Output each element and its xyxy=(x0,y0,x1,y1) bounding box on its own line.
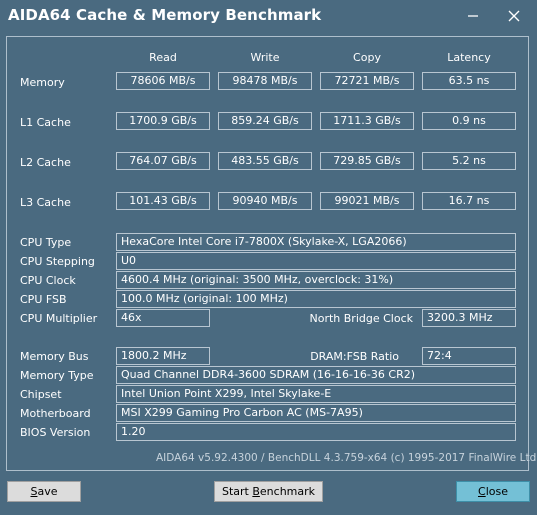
close-icon[interactable] xyxy=(505,7,523,25)
row-label-l2-cache: L2 Cache xyxy=(20,156,71,169)
close-label: lose xyxy=(485,485,508,498)
column-header-write: Write xyxy=(250,51,280,64)
l2-copy-value: 729.85 GB/s xyxy=(320,152,414,170)
row-label-l1-cache: L1 Cache xyxy=(20,116,71,129)
cpu-type-label: CPU Type xyxy=(20,236,72,249)
row-label-l3-cache: L3 Cache xyxy=(20,196,71,209)
close-button[interactable]: Close xyxy=(456,481,530,502)
results-panel xyxy=(6,36,529,471)
memory-latency-value: 63.5 ns xyxy=(422,72,516,90)
motherboard-label: Motherboard xyxy=(20,407,91,420)
memory-bus-value: 1800.2 MHz xyxy=(116,347,210,365)
l3-latency-value: 16.7 ns xyxy=(422,192,516,210)
dram-fsb-ratio-value: 72:4 xyxy=(422,347,516,365)
memory-copy-value: 72721 MB/s xyxy=(320,72,414,90)
north-bridge-clock-value: 3200.3 MHz xyxy=(422,309,516,327)
l1-latency-value: 0.9 ns xyxy=(422,112,516,130)
l3-copy-value: 99021 MB/s xyxy=(320,192,414,210)
chipset-value: Intel Union Point X299, Intel Skylake-E xyxy=(116,385,516,403)
save-mnemonic: S xyxy=(30,485,38,498)
title-bar: AIDA64 Cache & Memory Benchmark xyxy=(0,0,537,34)
save-button[interactable]: Save xyxy=(7,481,81,502)
l3-write-value: 90940 MB/s xyxy=(218,192,312,210)
column-header-read: Read xyxy=(149,51,177,64)
bios-version-value: 1.20 xyxy=(116,423,516,441)
memory-type-value: Quad Channel DDR4-3600 SDRAM (16-16-16-3… xyxy=(116,366,516,384)
cpu-fsb-value: 100.0 MHz (original: 100 MHz) xyxy=(116,290,516,308)
close-mnemonic: C xyxy=(478,485,486,498)
version-footer: AIDA64 v5.92.4300 / BenchDLL 4.3.759-x64… xyxy=(156,452,537,464)
cpu-stepping-value: U0 xyxy=(116,252,516,270)
cpu-multiplier-label: CPU Multiplier xyxy=(20,312,98,325)
l2-write-value: 483.55 GB/s xyxy=(218,152,312,170)
memory-type-label: Memory Type xyxy=(20,369,94,382)
north-bridge-clock-label: North Bridge Clock xyxy=(309,312,413,325)
cpu-multiplier-value: 46x xyxy=(116,309,210,327)
l1-read-value: 1700.9 GB/s xyxy=(116,112,210,130)
l2-latency-value: 5.2 ns xyxy=(422,152,516,170)
window-title: AIDA64 Cache & Memory Benchmark xyxy=(8,6,322,24)
dram-fsb-ratio-label: DRAM:FSB Ratio xyxy=(310,350,399,363)
l2-read-value: 764.07 GB/s xyxy=(116,152,210,170)
column-header-copy: Copy xyxy=(353,51,381,64)
save-label: ave xyxy=(37,485,58,498)
start-label-prefix: Start xyxy=(221,485,253,498)
row-label-memory: Memory xyxy=(20,76,65,89)
bios-version-label: BIOS Version xyxy=(20,426,91,439)
motherboard-value: MSI X299 Gaming Pro Carbon AC (MS-7A95) xyxy=(116,404,516,422)
column-header-latency: Latency xyxy=(447,51,491,64)
memory-read-value: 78606 MB/s xyxy=(116,72,210,90)
start-benchmark-button[interactable]: Start Benchmark xyxy=(214,481,323,502)
memory-bus-label: Memory Bus xyxy=(20,350,89,363)
cpu-clock-value: 4600.4 MHz (original: 3500 MHz, overcloc… xyxy=(116,271,516,289)
chipset-label: Chipset xyxy=(20,388,62,401)
cpu-clock-label: CPU Clock xyxy=(20,274,76,287)
cpu-type-value: HexaCore Intel Core i7-7800X (Skylake-X,… xyxy=(116,233,516,251)
start-label: enchmark xyxy=(259,485,316,498)
cpu-stepping-label: CPU Stepping xyxy=(20,255,95,268)
start-mnemonic: B xyxy=(252,485,260,498)
l1-copy-value: 1711.3 GB/s xyxy=(320,112,414,130)
memory-write-value: 98478 MB/s xyxy=(218,72,312,90)
minimize-icon[interactable] xyxy=(464,7,482,25)
l3-read-value: 101.43 GB/s xyxy=(116,192,210,210)
cpu-fsb-label: CPU FSB xyxy=(20,293,67,306)
l1-write-value: 859.24 GB/s xyxy=(218,112,312,130)
